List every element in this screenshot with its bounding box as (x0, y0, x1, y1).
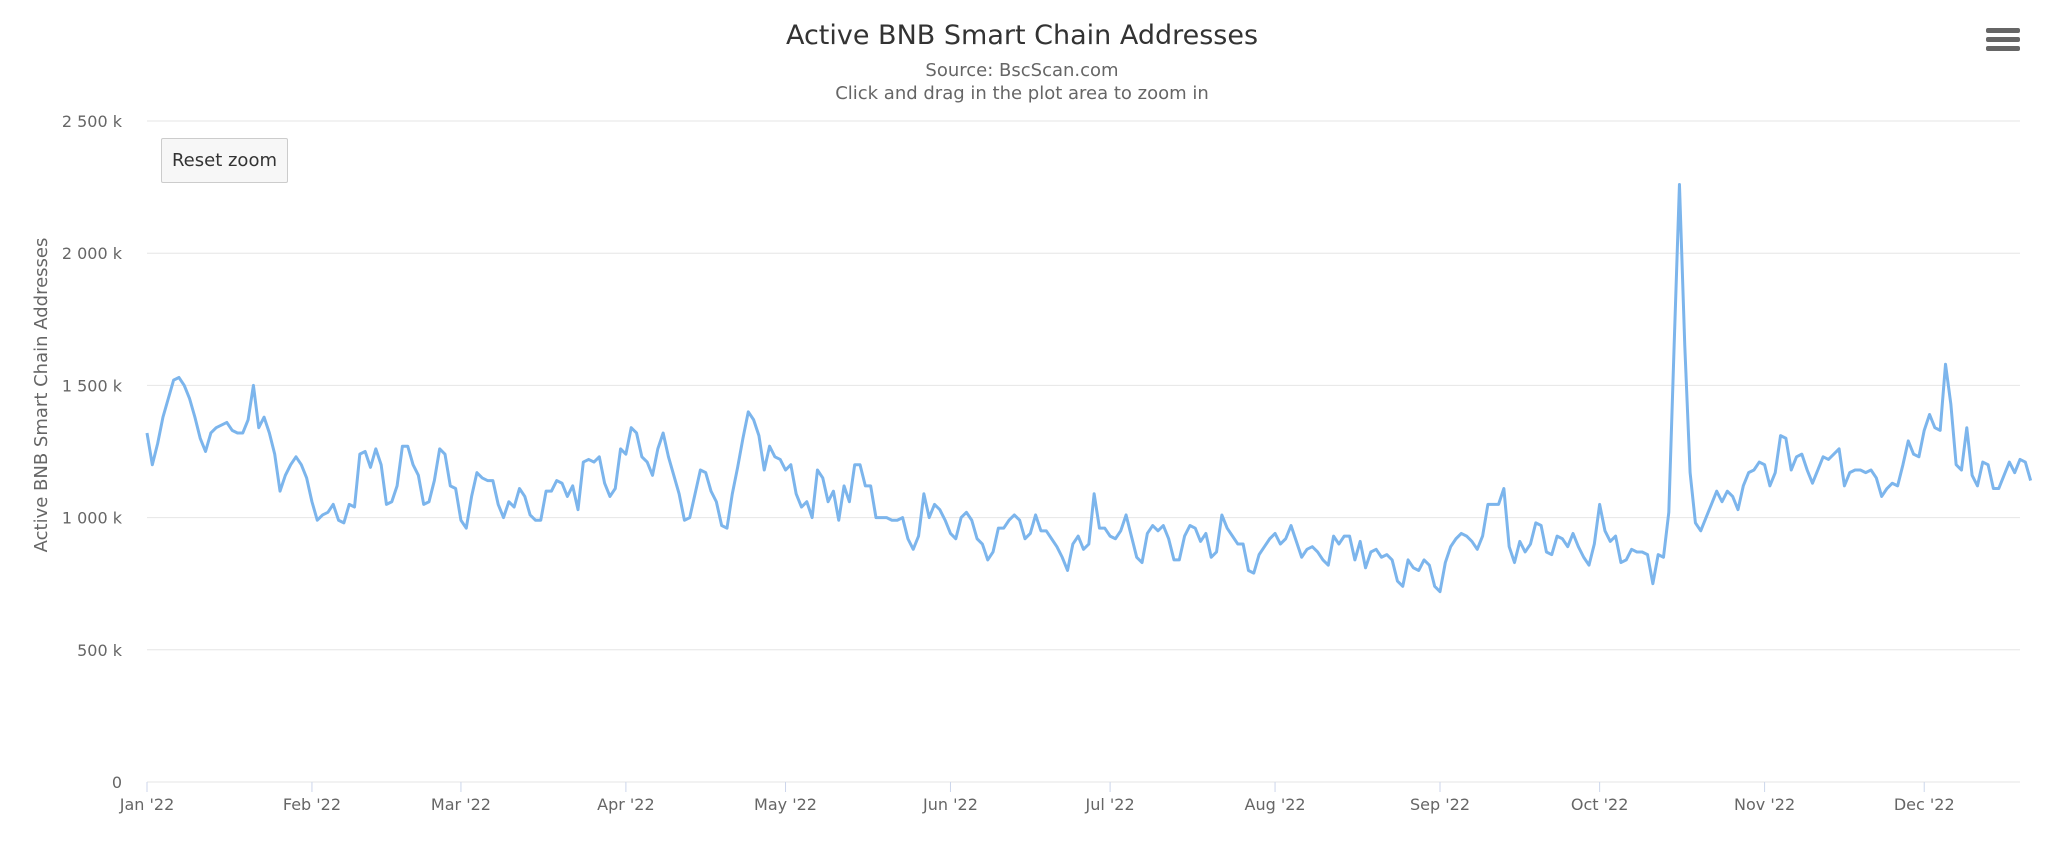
chart-title: Active BNB Smart Chain Addresses (786, 20, 1258, 51)
x-tick-label: Jun '22 (922, 795, 978, 814)
menu-bar-bottom (1986, 46, 2020, 51)
hamburger-menu-icon[interactable] (1986, 28, 2020, 56)
y-axis-ticks: 0 500 k 1 000 k 1 500 k 2 000 k 2 500 k (62, 112, 123, 792)
x-tick-label: Sep '22 (1410, 795, 1470, 814)
series-line (145, 182, 2033, 594)
x-tick-label: May '22 (754, 795, 817, 814)
x-tick-label: Aug '22 (1245, 795, 1306, 814)
series-layer[interactable] (145, 182, 2033, 594)
y-tick-label: 1 500 k (62, 376, 123, 395)
zoom-instruction: Click and drag in the plot area to zoom … (835, 83, 1209, 104)
grid-lines (147, 120, 2020, 783)
x-tick-label: Feb '22 (283, 795, 341, 814)
x-tick-label: Apr '22 (597, 795, 655, 814)
y-tick-label: 500 k (77, 641, 123, 660)
x-tick-label: Nov '22 (1734, 795, 1795, 814)
menu-bar-top (1986, 28, 2020, 33)
x-axis-ticks: Jan '22 Feb '22 Mar '22 Apr '22 May '22 Jun '… (119, 782, 1955, 814)
y-axis-label: Active BNB Smart Chain Addresses (31, 238, 52, 553)
x-tick-label: Jul '22 (1085, 795, 1135, 814)
x-tick-label: Mar '22 (431, 795, 491, 814)
menu-bar-middle (1986, 37, 2020, 42)
x-tick-label: Jan '22 (119, 795, 175, 814)
y-tick-label: 1 000 k (62, 509, 123, 528)
y-tick-label: 2 000 k (62, 244, 123, 263)
y-tick-label: 2 500 k (62, 112, 123, 131)
x-tick-label: Dec '22 (1894, 795, 1955, 814)
y-tick-label: 0 (112, 773, 122, 792)
chart-subtitle: Source: BscScan.com (925, 60, 1118, 81)
x-tick-label: Oct '22 (1571, 795, 1629, 814)
reset-zoom-button[interactable]: Reset zoom (161, 138, 288, 183)
